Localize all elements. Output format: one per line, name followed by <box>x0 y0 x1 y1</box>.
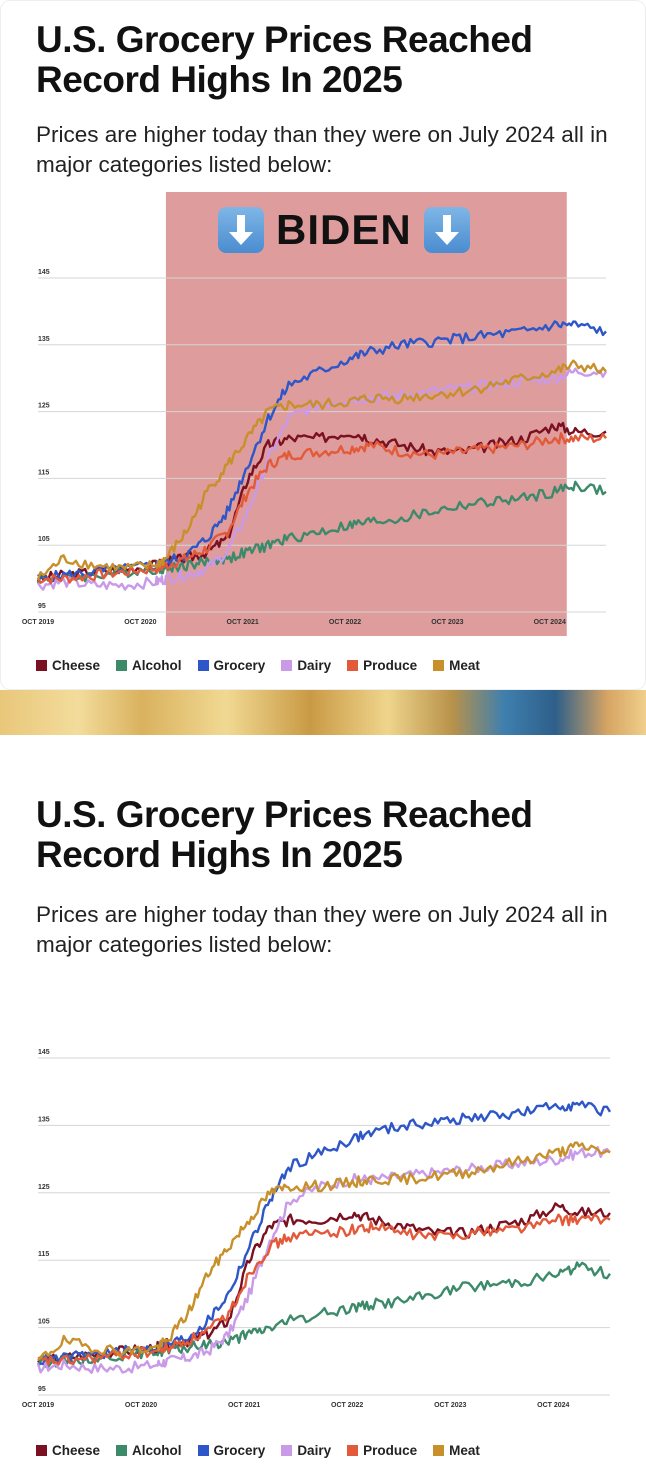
chart-subtitle: Prices are higher today than they were o… <box>36 902 608 957</box>
legend-item-dairy: Dairy <box>281 1443 331 1458</box>
x-tick-label: OCT 2024 <box>534 619 566 626</box>
legend-label: Alcohol <box>132 657 182 673</box>
biden-banner: BIDEN <box>218 200 470 260</box>
legend-item-cheese: Cheese <box>36 658 100 673</box>
legend-item-meat: Meat <box>433 658 480 673</box>
legend-item-dairy: Dairy <box>281 658 331 673</box>
series-line-grocery <box>37 320 607 584</box>
x-tick-label: OCT 2023 <box>431 619 463 626</box>
y-tick-label: 105 <box>38 536 50 543</box>
legend-label: Grocery <box>213 1442 266 1458</box>
y-tick-label: 135 <box>38 1116 50 1123</box>
x-tick-label: OCT 2021 <box>227 619 259 626</box>
y-tick-label: 95 <box>38 603 46 610</box>
legend-item-cheese: Cheese <box>36 1443 100 1458</box>
legend-swatch <box>281 1444 293 1456</box>
legend-label: Meat <box>449 1442 480 1458</box>
legend-label: Produce <box>363 657 418 673</box>
x-tick-label: OCT 2023 <box>434 1402 466 1409</box>
chart-legend: Cheese Alcohol Grocery Dairy Produce Meat <box>36 1440 480 1460</box>
legend-item-alcohol: Alcohol <box>116 1443 182 1458</box>
line-chart-bottom: 95 105 115 125 135 145 OCT 2019 OCT 2020 OCT 202… <box>22 1049 612 1409</box>
series-line-meat <box>37 1141 611 1362</box>
y-tick-label: 125 <box>38 1184 50 1191</box>
y-tick-label: 145 <box>38 269 50 276</box>
y-tick-label: 115 <box>38 469 49 476</box>
legend-label: Produce <box>363 1442 418 1458</box>
chart-subtitle: Prices are higher today than they were o… <box>36 122 608 177</box>
line-chart-top: 95 105 115 125 135 145 OCT 2019 OCT 2020 OCT 202… <box>22 192 608 636</box>
legend-swatch <box>116 659 128 671</box>
down-arrow-icon <box>218 207 264 253</box>
chart-panel-top: U.S. Grocery Prices Reached Record Highs… <box>0 0 646 690</box>
legend-label: Grocery <box>213 657 266 673</box>
y-tick-label: 125 <box>38 403 50 410</box>
legend-swatch <box>36 1444 47 1456</box>
down-arrow-icon <box>423 207 470 253</box>
legend-label: Dairy <box>297 1442 332 1458</box>
x-tick-label: OCT 2019 <box>22 1402 54 1409</box>
legend-swatch <box>116 1444 128 1456</box>
legend-item-grocery: Grocery <box>197 1442 266 1458</box>
legend-swatch <box>36 659 47 671</box>
y-tick-label: 95 <box>38 1386 46 1393</box>
x-tick-label: OCT 2022 <box>329 619 361 626</box>
chart-title: U.S. Grocery Prices Reached Record Highs… <box>36 794 533 875</box>
legend-item-grocery: Grocery <box>197 657 266 673</box>
legend-swatch <box>197 659 209 671</box>
legend-swatch <box>281 659 293 671</box>
legend-item-meat: Meat <box>433 1443 480 1458</box>
series-line-alcohol <box>36 480 607 584</box>
decorative-food-strip <box>0 690 646 735</box>
chart-legend: Cheese Alcohol Grocery Dairy Produce Meat <box>36 655 480 675</box>
legend-swatch <box>347 1444 359 1456</box>
x-tick-label: OCT 2024 <box>537 1402 569 1409</box>
legend-item-produce: Produce <box>347 658 417 673</box>
chart-title: U.S. Grocery Prices Reached Record Highs… <box>36 19 533 100</box>
chart-panel-bottom: U.S. Grocery Prices Reached Record Highs… <box>0 735 646 1468</box>
series-line-grocery <box>37 1100 612 1367</box>
x-tick-label: OCT 2022 <box>331 1402 363 1409</box>
series-line-produce <box>37 1213 611 1366</box>
legend-label: Cheese <box>52 657 101 673</box>
legend-label: Alcohol <box>132 1442 182 1458</box>
legend-label: Cheese <box>52 1442 101 1458</box>
legend-swatch <box>197 1444 209 1456</box>
legend-label: Dairy <box>297 657 332 673</box>
y-tick-label: 105 <box>38 1319 50 1326</box>
biden-highlight-region <box>165 192 567 636</box>
legend-swatch <box>433 659 445 671</box>
legend-label: Meat <box>449 657 480 673</box>
series-line-meat <box>36 359 607 581</box>
x-tick-label: OCT 2020 <box>124 619 156 626</box>
y-tick-label: 115 <box>38 1251 49 1258</box>
x-tick-label: OCT 2021 <box>228 1402 260 1409</box>
series-line-produce <box>36 432 607 585</box>
y-tick-label: 145 <box>38 1049 50 1056</box>
x-tick-label: OCT 2020 <box>125 1402 157 1409</box>
legend-swatch <box>347 659 359 671</box>
legend-item-alcohol: Alcohol <box>116 658 182 673</box>
y-tick-label: 135 <box>38 336 50 343</box>
legend-item-produce: Produce <box>347 1443 417 1458</box>
legend-swatch <box>433 1444 445 1456</box>
x-tick-label: OCT 2019 <box>22 619 54 626</box>
biden-label: BIDEN <box>276 206 412 253</box>
